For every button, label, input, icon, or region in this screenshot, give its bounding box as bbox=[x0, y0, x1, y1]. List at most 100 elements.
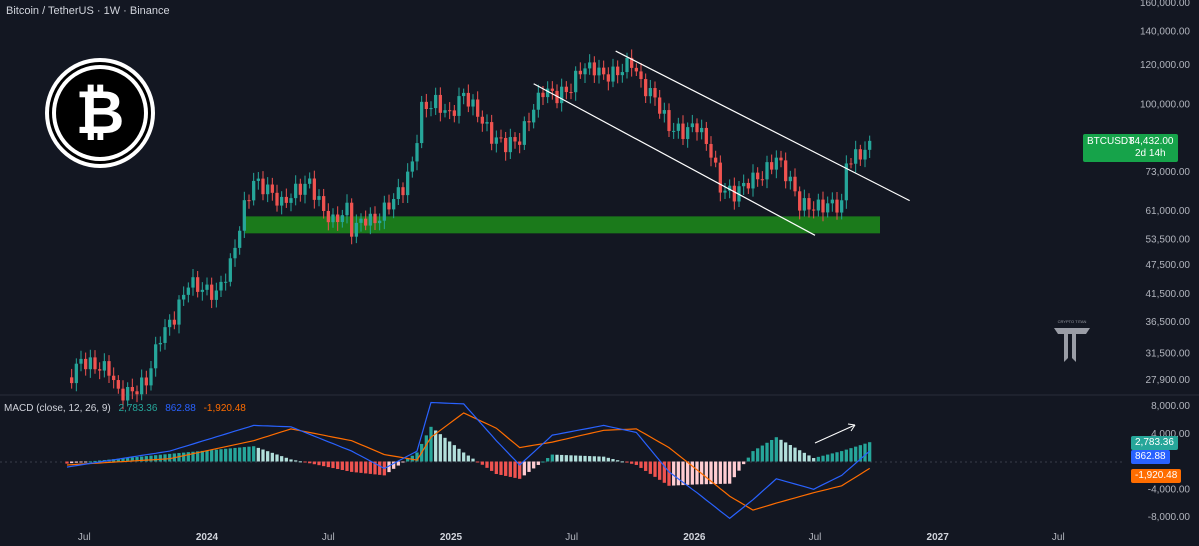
histogram-bar bbox=[723, 461, 727, 484]
candle bbox=[798, 186, 802, 220]
candle bbox=[532, 103, 536, 129]
histogram-bar bbox=[546, 458, 550, 462]
histogram-bar bbox=[560, 454, 564, 462]
time-tick-label: 2025 bbox=[440, 532, 463, 543]
histogram-bar bbox=[541, 461, 545, 463]
candle bbox=[219, 275, 223, 297]
candle bbox=[816, 193, 820, 217]
candle bbox=[779, 150, 783, 168]
histogram-bar bbox=[116, 458, 120, 462]
price-tick-label: 120,000.00 bbox=[1140, 60, 1190, 71]
candle bbox=[294, 175, 298, 206]
histogram-bar bbox=[228, 448, 232, 462]
price-tick-label: 61,000.00 bbox=[1146, 206, 1191, 217]
histogram-bar bbox=[144, 456, 148, 462]
histogram-bar bbox=[205, 450, 209, 462]
support-zone[interactable] bbox=[245, 216, 880, 234]
symbol-title[interactable]: Bitcoin / TetherUS · 1W · Binance bbox=[6, 5, 170, 17]
candle bbox=[844, 155, 848, 209]
histogram-bar bbox=[480, 461, 484, 465]
histogram-bar bbox=[340, 461, 344, 470]
candle bbox=[686, 122, 690, 148]
candle bbox=[606, 67, 610, 91]
histogram-bar bbox=[667, 461, 671, 486]
candle bbox=[154, 336, 158, 377]
candle bbox=[723, 182, 727, 199]
channel-upper-line[interactable] bbox=[615, 50, 910, 202]
candle bbox=[298, 178, 302, 202]
candle bbox=[774, 150, 778, 179]
histogram-bar bbox=[392, 461, 396, 469]
histogram-bar bbox=[550, 454, 554, 462]
histogram-bar bbox=[303, 461, 307, 463]
candle bbox=[732, 177, 736, 210]
price-tick-label: 53,500.00 bbox=[1146, 234, 1191, 245]
histogram-bar bbox=[163, 454, 167, 462]
candle bbox=[504, 131, 508, 161]
histogram-bar bbox=[233, 447, 237, 462]
histogram-bar bbox=[588, 456, 592, 462]
histogram-bar bbox=[79, 461, 83, 463]
candle bbox=[406, 163, 410, 204]
histogram-bar bbox=[527, 461, 531, 472]
histogram-bar bbox=[126, 457, 130, 462]
time-tick-label: 2026 bbox=[683, 532, 706, 543]
channel-lower-line[interactable] bbox=[533, 83, 816, 236]
candle bbox=[79, 350, 83, 372]
candle bbox=[560, 78, 564, 112]
macd-value-badge: 2,783.36 bbox=[1131, 436, 1178, 450]
histogram-bar bbox=[807, 455, 811, 462]
price-tick-label: 160,000.00 bbox=[1140, 0, 1190, 9]
candle bbox=[266, 177, 270, 203]
candle bbox=[429, 101, 433, 117]
histogram-bar bbox=[602, 456, 606, 462]
channel-layer[interactable] bbox=[533, 50, 910, 236]
histogram-bar bbox=[186, 452, 190, 462]
candle bbox=[448, 102, 452, 120]
candle bbox=[420, 95, 424, 149]
histogram-bar bbox=[354, 461, 358, 473]
histogram-bar bbox=[774, 437, 778, 462]
candle bbox=[518, 133, 522, 154]
histogram-bar bbox=[266, 451, 270, 462]
histogram-bar bbox=[466, 455, 470, 462]
candle bbox=[424, 93, 428, 118]
candle bbox=[247, 194, 251, 209]
candle bbox=[863, 141, 867, 168]
histogram-bar bbox=[359, 461, 363, 473]
candle bbox=[130, 378, 134, 400]
macd-legend[interactable]: MACD (close, 12, 26, 9) 2,783.36 862.88 … bbox=[4, 403, 251, 414]
histogram-bar bbox=[462, 452, 466, 462]
macd-tick-label: -8,000.00 bbox=[1148, 512, 1191, 523]
candle bbox=[256, 172, 260, 190]
candle bbox=[354, 214, 358, 244]
candle bbox=[270, 177, 274, 201]
time-tick-label: Jul bbox=[322, 532, 335, 543]
candle bbox=[578, 62, 582, 79]
candle bbox=[443, 103, 447, 118]
candle bbox=[144, 370, 148, 395]
price-tick-label: 31,500.00 bbox=[1146, 349, 1191, 360]
grid bbox=[0, 394, 1199, 463]
candle bbox=[485, 114, 489, 132]
candle bbox=[364, 210, 368, 231]
candle bbox=[583, 63, 587, 83]
histogram-bar bbox=[322, 461, 326, 467]
macd-tick-label: 8,000.00 bbox=[1151, 401, 1190, 412]
histogram-bar bbox=[634, 461, 638, 465]
candle bbox=[620, 63, 624, 83]
histogram-bar bbox=[779, 439, 783, 462]
momentum-arrow[interactable] bbox=[814, 424, 856, 444]
candle bbox=[116, 375, 120, 394]
candle bbox=[784, 152, 788, 189]
candle bbox=[149, 360, 153, 391]
histogram-bar bbox=[238, 447, 242, 462]
histogram-bar bbox=[406, 459, 410, 462]
histogram-bar bbox=[625, 461, 629, 463]
candle bbox=[331, 208, 335, 228]
histogram-bar bbox=[88, 461, 92, 463]
histogram-bar bbox=[70, 461, 74, 464]
histogram-bar bbox=[182, 452, 186, 462]
histogram-bar bbox=[672, 461, 676, 486]
